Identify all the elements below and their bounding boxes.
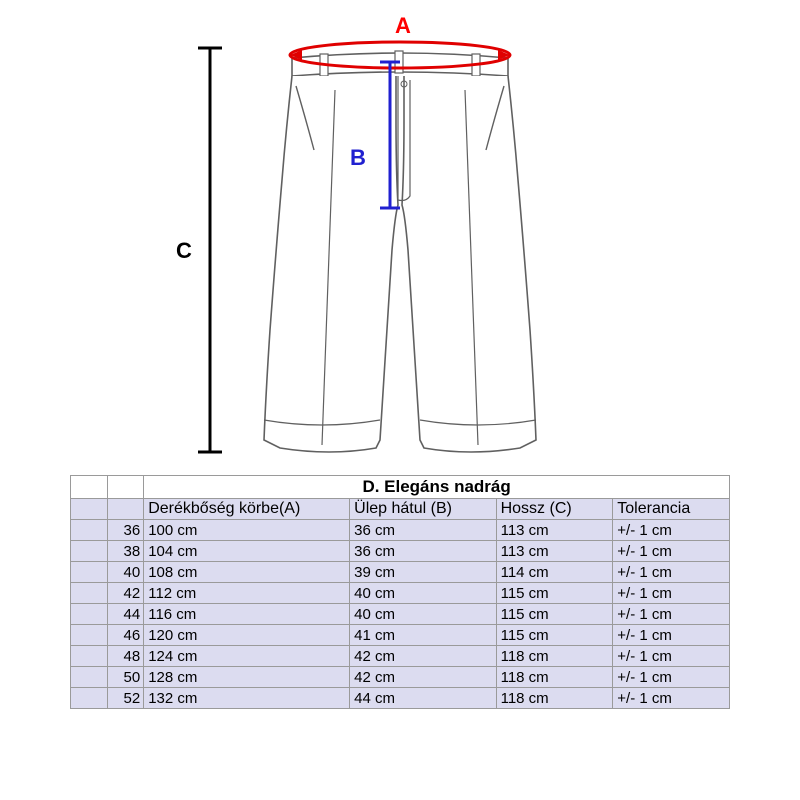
table-cell: 114 cm (496, 562, 613, 583)
table-cell: 40 cm (350, 583, 496, 604)
size-table-container: D. Elegáns nadrág Derékbőség körbe(A) Ül… (70, 475, 730, 709)
table-row: 40108 cm39 cm114 cm+/- 1 cm (71, 562, 730, 583)
table-cell: 40 (107, 562, 144, 583)
table-cell: 124 cm (144, 646, 350, 667)
table-cell (71, 541, 108, 562)
table-cell: 41 cm (350, 625, 496, 646)
table-cell: 112 cm (144, 583, 350, 604)
table-cell: 118 cm (496, 688, 613, 709)
table-cell: 50 (107, 667, 144, 688)
table-cell: +/- 1 cm (613, 520, 730, 541)
table-cell: 132 cm (144, 688, 350, 709)
table-cell: 44 (107, 604, 144, 625)
table-cell: 36 cm (350, 541, 496, 562)
table-cell (71, 646, 108, 667)
table-row: 36100 cm36 cm113 cm+/- 1 cm (71, 520, 730, 541)
col-header-c: Hossz (C) (496, 499, 613, 520)
table-cell: 46 (107, 625, 144, 646)
table-cell: 38 (107, 541, 144, 562)
label-b: B (350, 145, 366, 171)
table-cell (71, 688, 108, 709)
pants-right-leg (402, 76, 536, 452)
table-cell: 104 cm (144, 541, 350, 562)
table-cell: 40 cm (350, 604, 496, 625)
table-cell: 48 (107, 646, 144, 667)
table-cell: +/- 1 cm (613, 646, 730, 667)
table-row: 42112 cm40 cm115 cm+/- 1 cm (71, 583, 730, 604)
pants-left-leg (264, 76, 398, 452)
table-title-row: D. Elegáns nadrág (71, 476, 730, 499)
table-row: 52132 cm44 cm118 cm+/- 1 cm (71, 688, 730, 709)
table-cell: 128 cm (144, 667, 350, 688)
table-cell: 115 cm (496, 583, 613, 604)
table-header-row: Derékbőség körbe(A) Ülep hátul (B) Hossz… (71, 499, 730, 520)
table-cell (71, 604, 108, 625)
table-cell: 115 cm (496, 604, 613, 625)
table-row: 38104 cm36 cm113 cm+/- 1 cm (71, 541, 730, 562)
table-cell: +/- 1 cm (613, 667, 730, 688)
col-header-d: Tolerancia (613, 499, 730, 520)
table-cell: 44 cm (350, 688, 496, 709)
table-cell: +/- 1 cm (613, 688, 730, 709)
table-title: D. Elegáns nadrág (144, 476, 730, 499)
table-cell (71, 520, 108, 541)
table-cell: +/- 1 cm (613, 562, 730, 583)
table-cell: 113 cm (496, 520, 613, 541)
table-cell: 118 cm (496, 646, 613, 667)
label-c: C (176, 238, 192, 264)
table-row: 50128 cm42 cm118 cm+/- 1 cm (71, 667, 730, 688)
table-cell: 42 (107, 583, 144, 604)
table-cell: +/- 1 cm (613, 583, 730, 604)
table-cell: 100 cm (144, 520, 350, 541)
col-header-b: Ülep hátul (B) (350, 499, 496, 520)
table-cell: +/- 1 cm (613, 604, 730, 625)
label-a: A (395, 13, 411, 39)
table-cell: 36 (107, 520, 144, 541)
table-cell: 108 cm (144, 562, 350, 583)
table-row: 46120 cm41 cm115 cm+/- 1 cm (71, 625, 730, 646)
col-header-a: Derékbőség körbe(A) (144, 499, 350, 520)
table-cell (71, 583, 108, 604)
table-cell (71, 667, 108, 688)
table-cell: 42 cm (350, 646, 496, 667)
table-cell: 113 cm (496, 541, 613, 562)
table-cell: 118 cm (496, 667, 613, 688)
table-cell: 39 cm (350, 562, 496, 583)
table-cell: 115 cm (496, 625, 613, 646)
table-cell: +/- 1 cm (613, 541, 730, 562)
table-cell (71, 562, 108, 583)
table-cell: 116 cm (144, 604, 350, 625)
table-cell: 52 (107, 688, 144, 709)
table-row: 48124 cm42 cm118 cm+/- 1 cm (71, 646, 730, 667)
table-cell: 42 cm (350, 667, 496, 688)
table-cell: 120 cm (144, 625, 350, 646)
table-cell: 36 cm (350, 520, 496, 541)
table-cell (71, 625, 108, 646)
pants-diagram: A B C (0, 0, 800, 470)
size-table: D. Elegáns nadrág Derékbőség körbe(A) Ül… (70, 475, 730, 709)
table-row: 44116 cm40 cm115 cm+/- 1 cm (71, 604, 730, 625)
table-cell: +/- 1 cm (613, 625, 730, 646)
